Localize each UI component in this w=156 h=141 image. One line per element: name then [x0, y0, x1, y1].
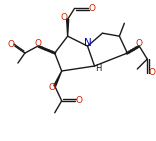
- Text: O: O: [136, 39, 143, 48]
- Text: O: O: [75, 96, 82, 105]
- Text: O: O: [34, 39, 41, 48]
- Text: N: N: [84, 38, 91, 48]
- Polygon shape: [67, 19, 69, 36]
- Polygon shape: [54, 71, 62, 86]
- Text: O: O: [88, 4, 95, 13]
- Text: H: H: [95, 63, 102, 72]
- Text: O: O: [48, 83, 55, 92]
- Text: O: O: [149, 69, 156, 78]
- Text: O: O: [60, 13, 67, 22]
- Text: O: O: [7, 40, 15, 49]
